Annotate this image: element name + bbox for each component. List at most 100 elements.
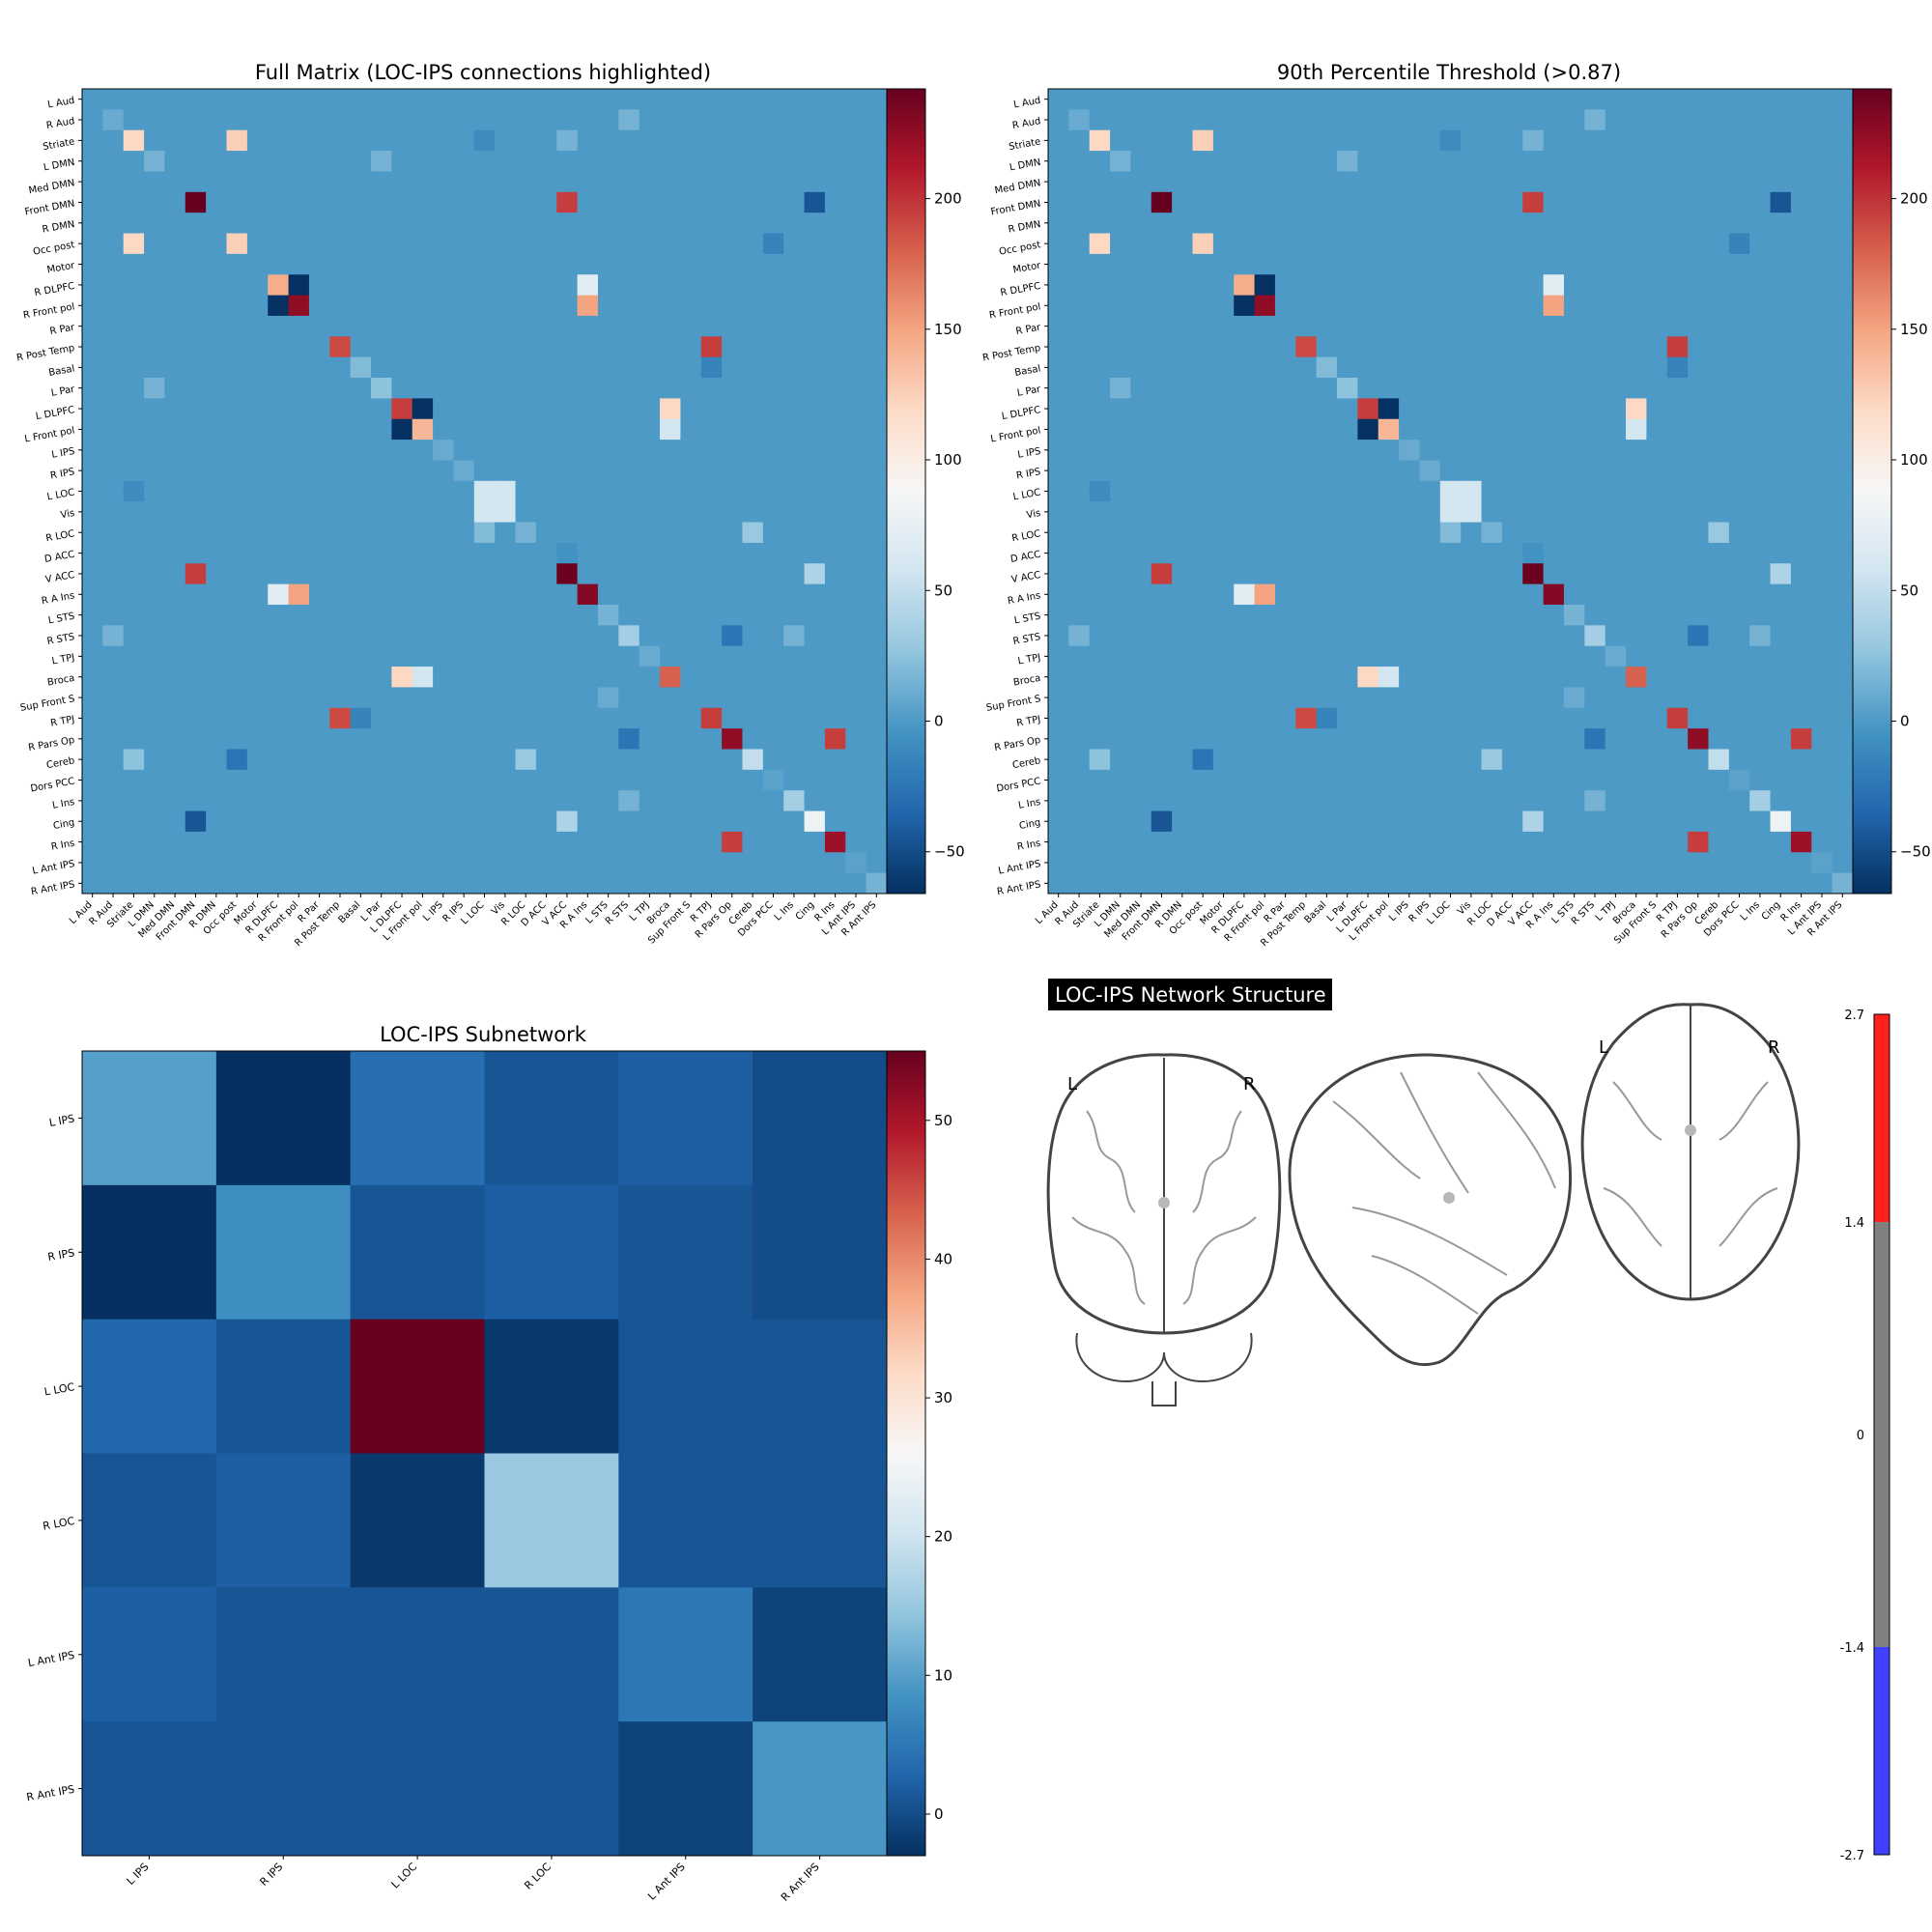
heatmap-cell	[226, 667, 248, 688]
heatmap-cell	[453, 667, 475, 688]
heatmap-cell	[1481, 645, 1503, 668]
heatmap-cell	[1316, 191, 1338, 213]
heatmap-cell	[1316, 872, 1338, 895]
heatmap-cell	[1192, 872, 1214, 895]
heatmap-cell	[1666, 790, 1689, 812]
heatmap-cell	[1563, 583, 1585, 606]
heatmap-cell	[1192, 295, 1214, 317]
heatmap-cell	[371, 233, 392, 255]
heatmap-cell	[1172, 171, 1194, 193]
heatmap-cell	[1605, 872, 1627, 895]
heatmap-cell	[700, 398, 723, 420]
heatmap-cell	[1461, 707, 1483, 729]
heatmap-cell	[1048, 728, 1069, 750]
heatmap-cell	[350, 728, 372, 750]
heatmap-cell	[515, 707, 537, 729]
heatmap-cell	[329, 728, 352, 750]
heatmap-cell	[535, 356, 557, 379]
heatmap-cell	[473, 625, 496, 647]
heatmap-cell	[639, 213, 661, 235]
heatmap-cell	[1543, 728, 1565, 750]
heatmap-cell	[762, 109, 784, 131]
heatmap-cell	[1461, 563, 1483, 585]
heatmap-cell	[144, 460, 165, 482]
heatmap-cell	[329, 625, 352, 647]
heatmap-cell	[473, 274, 496, 297]
heatmap-cell	[1626, 501, 1647, 524]
heatmap-cell	[495, 109, 517, 131]
heatmap-cell	[1295, 728, 1318, 750]
heatmap-cell	[1378, 418, 1400, 440]
heatmap-cell	[1605, 604, 1627, 626]
full-matrix-colorbar	[886, 88, 926, 895]
heatmap-cell	[1605, 645, 1627, 668]
heatmap-cell	[495, 707, 517, 729]
heatmap-cell	[412, 315, 434, 337]
heatmap-cell	[1068, 274, 1091, 297]
heatmap-cell	[639, 418, 661, 440]
heatmap-cell	[391, 253, 413, 275]
heatmap-cell	[1151, 563, 1173, 585]
heatmap-cell	[1130, 109, 1152, 131]
heatmap-cell	[597, 480, 619, 502]
heatmap-cell	[1688, 109, 1709, 131]
heatmap-cell	[1770, 810, 1792, 833]
heatmap-cell	[82, 667, 103, 688]
heatmap-cell	[824, 852, 846, 874]
heatmap-cell	[329, 769, 352, 791]
heatmap-cell	[102, 171, 125, 193]
heatmap-cell	[246, 378, 269, 399]
heatmap-cell	[1295, 625, 1318, 647]
heatmap-cell	[1234, 418, 1256, 440]
heatmap-cell	[1316, 336, 1338, 358]
heatmap-cell	[556, 522, 579, 544]
heatmap-cell	[618, 460, 640, 482]
glass-colorbar-red	[1874, 1014, 1889, 1222]
heatmap-cell	[1068, 501, 1091, 524]
heatmap-cell	[1172, 667, 1194, 688]
heatmap-cell	[1130, 790, 1152, 812]
heatmap-cell	[1501, 604, 1523, 626]
heatmap-cell	[1543, 707, 1565, 729]
heatmap-cell	[308, 728, 330, 750]
heatmap-cell	[783, 831, 806, 853]
heatmap-cell	[1337, 522, 1358, 544]
heatmap-cell	[845, 522, 867, 544]
heatmap-cell	[1212, 790, 1235, 812]
heatmap-cell	[1274, 295, 1296, 317]
heatmap-cell	[1666, 583, 1689, 606]
heatmap-cell	[1151, 418, 1173, 440]
heatmap-cell	[1419, 852, 1441, 874]
heatmap-cell	[1626, 542, 1647, 564]
heatmap-cell	[1234, 129, 1256, 152]
heatmap-cell	[1626, 440, 1647, 461]
heatmap-cell	[1708, 583, 1730, 606]
heatmap-cell	[144, 315, 165, 337]
heatmap-cell	[556, 872, 579, 895]
heatmap-cell	[308, 604, 330, 626]
heatmap-cell	[246, 769, 269, 791]
heatmap-cell	[164, 191, 186, 213]
heatmap-cell	[1234, 336, 1256, 358]
heatmap-cell	[597, 151, 619, 172]
heatmap-cell	[1254, 625, 1276, 647]
heatmap-cell	[783, 625, 806, 647]
heatmap-cell	[742, 89, 764, 110]
heatmap-cell	[1378, 295, 1400, 317]
heatmap-cell	[473, 645, 496, 668]
heatmap-cell	[123, 418, 145, 440]
heatmap-cell	[329, 253, 352, 275]
heatmap-cell	[1274, 171, 1296, 193]
heatmap-cell	[102, 645, 125, 668]
heatmap-cell	[433, 233, 454, 255]
heatmap-cell	[1626, 315, 1647, 337]
heatmap-cell	[226, 810, 248, 833]
heatmap-cell	[1151, 583, 1173, 606]
y-tick-label: L IPS	[48, 1113, 75, 1129]
heatmap-cell	[700, 336, 723, 358]
heatmap-cell	[1110, 831, 1131, 853]
heatmap-cell	[515, 645, 537, 668]
y-tick-label: R Ant IPS	[30, 879, 75, 897]
heatmap-cell	[824, 295, 846, 317]
heatmap-cell	[515, 831, 537, 853]
